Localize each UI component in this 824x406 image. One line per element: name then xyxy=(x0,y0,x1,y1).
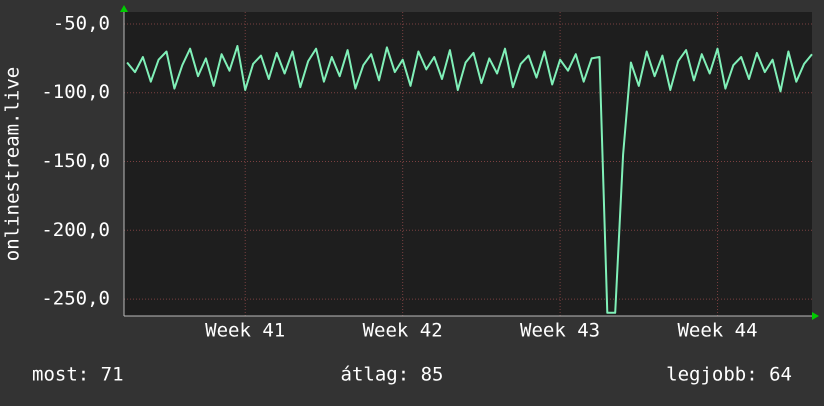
x-axis-arrow xyxy=(812,312,819,320)
footer-average: átlag: 85 xyxy=(341,364,444,386)
x-tick-label: Week 43 xyxy=(520,320,600,342)
y-axis-arrow xyxy=(120,5,128,12)
y-tick-label: -50,0 xyxy=(53,12,110,34)
x-tick-label: Week 44 xyxy=(677,320,757,342)
line-series xyxy=(126,45,813,314)
y-tick-label: -100,0 xyxy=(41,81,110,103)
plot-area xyxy=(124,12,812,316)
y-tick-label: -150,0 xyxy=(41,150,110,172)
y-tick-label: -200,0 xyxy=(41,219,110,241)
footer-best: legjobb: 64 xyxy=(666,364,792,386)
grid xyxy=(124,12,812,316)
x-tick-label: Week 41 xyxy=(205,320,285,342)
footer-current: most: 71 xyxy=(32,364,124,386)
y-tick-label: -250,0 xyxy=(41,288,110,310)
y-axis-label: onlinestream.live xyxy=(2,67,24,261)
x-tick-label: Week 42 xyxy=(363,320,443,342)
